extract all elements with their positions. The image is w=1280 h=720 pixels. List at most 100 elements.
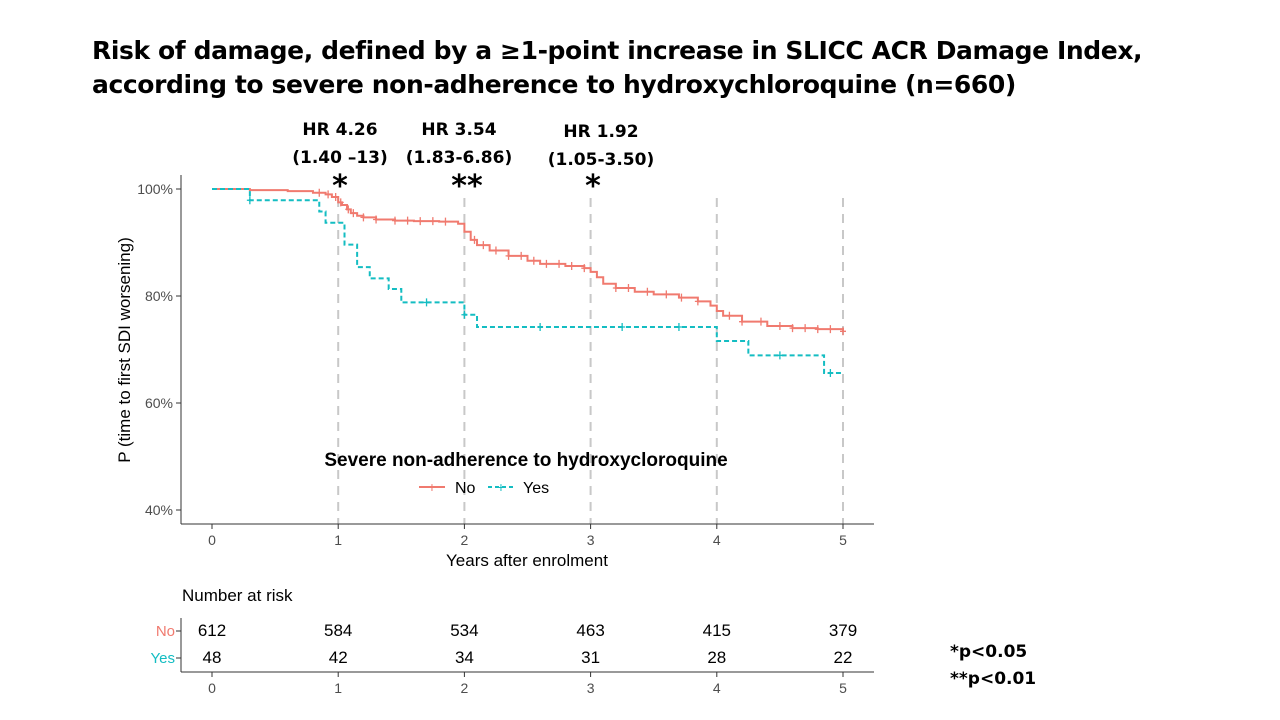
x-axis-title: Years after enrolment	[446, 551, 608, 570]
censor-mark-yes	[246, 196, 253, 205]
legend-swatch-no-mark: +	[428, 479, 436, 495]
series-line-no	[212, 188, 844, 332]
censor-mark-no	[789, 324, 796, 333]
legend-label-no: No	[455, 480, 476, 497]
risk-x-tick-label: 4	[713, 680, 721, 696]
censor-mark-no	[840, 327, 846, 336]
x-tick-label: 4	[713, 532, 721, 548]
censor-mark-no	[739, 317, 746, 326]
legend-swatch-yes-mark: +	[497, 479, 505, 495]
risk-cell: 612	[198, 621, 226, 640]
censor-mark-no	[663, 290, 670, 299]
censor-mark-no	[568, 262, 575, 271]
risk-cell: 42	[329, 648, 348, 667]
risk-cell: 31	[581, 648, 600, 667]
risk-row-label-no: No	[156, 623, 175, 640]
censor-mark-no	[442, 217, 449, 226]
censor-mark-no	[429, 217, 436, 226]
x-tick-label: 5	[839, 532, 847, 548]
censor-mark-yes	[827, 369, 834, 378]
legend-item-yes: + Yes	[488, 479, 549, 497]
censor-mark-no	[332, 193, 339, 202]
risk-cell: 379	[829, 621, 857, 640]
hr-value: HR 1.92	[563, 122, 639, 142]
x-tick-label: 3	[587, 532, 595, 548]
reference-lines	[337, 198, 844, 524]
risk-cell: 22	[834, 648, 853, 667]
censor-mark-yes	[619, 323, 626, 332]
censor-mark-no	[360, 213, 367, 222]
hr-value: HR 4.26	[302, 120, 378, 140]
legend-title: Severe non-adherence to hydroxycloroquin…	[324, 450, 727, 471]
censor-mark-no	[802, 324, 809, 333]
series-layer	[212, 188, 846, 378]
legend-item-no: + No	[419, 479, 476, 497]
series-no	[212, 188, 846, 336]
censor-mark-no	[471, 235, 478, 244]
censor-mark-yes	[461, 310, 468, 319]
censor-mark-no	[678, 293, 685, 302]
censor-mark-no	[325, 190, 332, 199]
censor-mark-no	[814, 325, 821, 334]
censor-mark-no	[518, 251, 525, 260]
censor-mark-no	[694, 297, 701, 306]
footnote-p01: **p<0.01	[950, 669, 1037, 689]
risk-table-title: Number at risk	[182, 586, 293, 605]
censor-mark-no	[373, 215, 380, 224]
hr-ci: (1.40 –13)	[292, 148, 388, 168]
censor-mark-yes	[675, 323, 682, 332]
censor-mark-yes	[423, 298, 430, 307]
censor-mark-no	[726, 311, 733, 320]
ticks: 0 1 2 3 4 5 40% 60% 80% 100%	[137, 181, 847, 548]
risk-cell: 463	[576, 621, 604, 640]
legend-label-yes: Yes	[523, 480, 549, 497]
significance-star-year3: *	[585, 169, 601, 204]
risk-x-tick-label: 1	[334, 680, 342, 696]
y-tick-label: 100%	[137, 181, 173, 197]
risk-x-tick-label: 0	[208, 680, 216, 696]
censor-mark-yes	[537, 323, 544, 332]
x-tick-label: 0	[208, 532, 216, 548]
censor-mark-no	[612, 283, 619, 292]
significance-star-year2: **	[451, 169, 483, 204]
risk-cell: 584	[324, 621, 352, 640]
slide-title-line1: Risk of damage, defined by a ≥1-point in…	[92, 36, 1143, 65]
censor-mark-no	[505, 251, 512, 260]
censor-mark-no	[776, 321, 783, 330]
censor-mark-no	[404, 216, 411, 225]
axes	[180, 175, 874, 525]
hr-annotation-year3: HR 1.92 (1.05-3.50)	[521, 118, 681, 174]
risk-x-tick-label: 5	[839, 680, 847, 696]
risk-cell: 48	[203, 648, 222, 667]
y-tick-label: 40%	[145, 502, 173, 518]
risk-cell: 534	[450, 621, 478, 640]
censor-mark-no	[827, 325, 834, 334]
y-axis-title: P (time to first SDI worsening)	[115, 237, 134, 462]
risk-cell: 34	[455, 648, 474, 667]
series-line-yes	[212, 188, 843, 375]
censor-mark-no	[480, 241, 487, 250]
y-tick-label: 60%	[145, 395, 173, 411]
risk-x-tick-label: 3	[587, 680, 595, 696]
y-tick-label: 80%	[145, 288, 173, 304]
series-yes	[212, 188, 843, 378]
censor-mark-no	[625, 283, 632, 292]
risk-x-tick-label: 2	[461, 680, 469, 696]
censor-mark-no	[757, 317, 764, 326]
censor-mark-no	[350, 209, 357, 218]
censor-mark-no	[543, 259, 550, 268]
risk-cell: 415	[703, 621, 731, 640]
hr-annotation-year2: HR 3.54 (1.83-6.86)	[379, 116, 539, 172]
censor-mark-no	[644, 287, 651, 296]
censor-mark-no	[581, 264, 588, 273]
censor-mark-no	[337, 198, 344, 207]
censor-mark-no	[492, 246, 499, 255]
censor-mark-no	[391, 216, 398, 225]
x-tick-label: 2	[461, 532, 469, 548]
censor-mark-no	[417, 217, 424, 226]
hr-ci: (1.05-3.50)	[547, 150, 655, 170]
slide-title: Risk of damage, defined by a ≥1-point in…	[92, 34, 1192, 102]
